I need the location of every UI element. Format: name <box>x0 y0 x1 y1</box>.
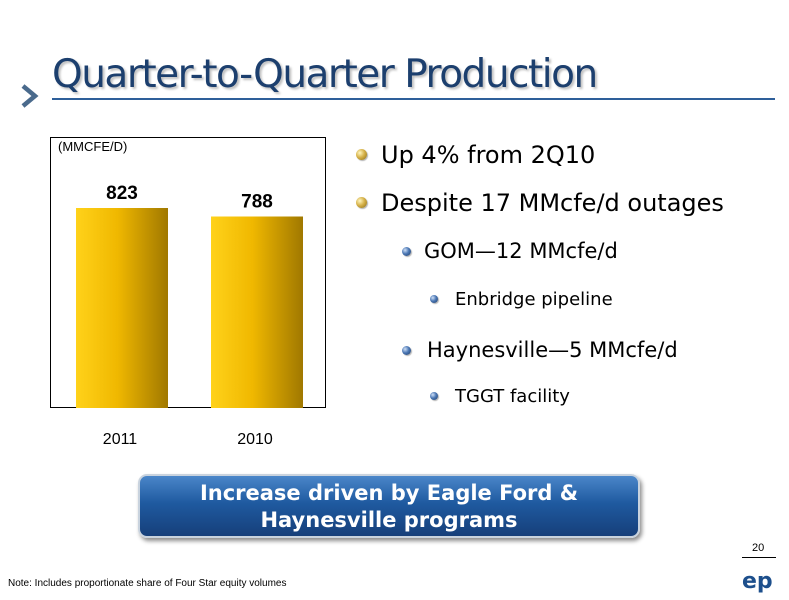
page-number-rule <box>742 557 776 558</box>
bullet-dot-icon <box>402 346 411 355</box>
bullet-dot-icon <box>356 197 367 208</box>
bullet-text-level-2: Haynesville—5 MMcfe/d <box>427 338 678 362</box>
footnote: Note: Includes proportionate share of Fo… <box>8 578 287 589</box>
bullet-dot-icon <box>430 295 438 303</box>
bullet-dot-icon <box>356 149 367 160</box>
chart-frame <box>50 137 326 408</box>
bar-2011 <box>76 208 168 408</box>
ep-logo: ep <box>742 569 773 594</box>
logo-text: ep <box>742 569 773 594</box>
banner-line-1: Increase driven by Eagle Ford & <box>199 481 579 505</box>
category-label-2010: 2010 <box>237 431 273 448</box>
banner-line-2: Haynesville programs <box>260 508 518 532</box>
bullet-dot-icon <box>430 392 438 400</box>
bullet-dot-icon <box>402 247 411 256</box>
title-divider <box>52 98 775 100</box>
bar-2010 <box>211 216 303 408</box>
bullet-text-level-3: TGGT facility <box>455 386 570 407</box>
data-label-2011: 823 <box>106 183 138 204</box>
bullet-text-level-3: Enbridge pipeline <box>455 289 613 310</box>
chart-unit-label: (MMCFE/D) <box>58 139 128 154</box>
chevron-right-icon <box>21 84 39 108</box>
bullet-text-level-2: GOM—12 MMcfe/d <box>424 239 618 263</box>
category-label-2011: 2011 <box>103 431 138 448</box>
bullet-text-level-1: Despite 17 MMcfe/d outages <box>381 189 724 217</box>
bullet-text-level-1: Up 4% from 2Q10 <box>381 141 596 169</box>
page-title: Quarter-to-Quarter Production <box>52 52 598 97</box>
page-number: 20 <box>752 542 765 554</box>
highlight-banner: Increase driven by Eagle Ford & Haynesvi… <box>138 474 640 538</box>
data-label-2010: 788 <box>241 192 273 213</box>
